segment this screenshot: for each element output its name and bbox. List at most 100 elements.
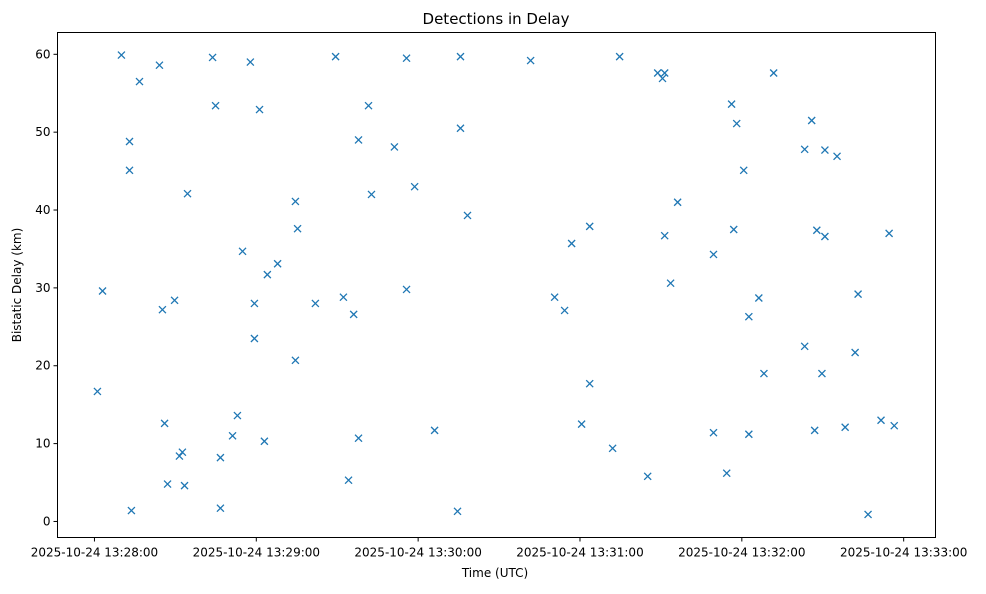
- y-axis: 0 10 20 30 40 50 60: [35, 47, 58, 528]
- data-point: [885, 229, 894, 238]
- y-tick-label: 60: [35, 47, 50, 61]
- data-point: [800, 342, 809, 351]
- data-point: [807, 116, 816, 125]
- data-point: [585, 222, 594, 231]
- data-point: [608, 444, 617, 453]
- data-point: [311, 299, 320, 308]
- data-point: [250, 299, 259, 308]
- data-point: [410, 182, 419, 191]
- data-point: [354, 434, 363, 443]
- data-point: [125, 137, 134, 146]
- data-point: [255, 105, 264, 114]
- data-point: [273, 259, 282, 268]
- data-point: [643, 472, 652, 481]
- data-point: [250, 334, 259, 343]
- data-point: [208, 53, 217, 62]
- data-point: [727, 100, 736, 109]
- data-point: [367, 190, 376, 199]
- data-point: [263, 270, 272, 279]
- x-tick-label: 2025-10-24 13:30:00: [354, 546, 481, 560]
- data-point: [228, 431, 237, 440]
- data-point: [550, 293, 559, 302]
- data-point: [864, 510, 873, 519]
- data-point: [744, 312, 753, 321]
- data-point: [722, 469, 731, 478]
- data-point: [216, 453, 225, 462]
- data-point: [456, 52, 465, 61]
- data-point: [260, 437, 269, 446]
- x-tick-label: 2025-10-24 13:31:00: [516, 546, 643, 560]
- data-point: [402, 285, 411, 294]
- data-point: [709, 428, 718, 437]
- data-point: [183, 189, 192, 198]
- x-axis: 2025-10-24 13:28:00 2025-10-24 13:29:00 20…: [31, 537, 967, 560]
- data-point: [331, 52, 340, 61]
- data-point: [163, 480, 172, 489]
- data-point: [709, 250, 718, 259]
- data-point: [354, 135, 363, 144]
- data-point: [820, 232, 829, 241]
- data-point: [877, 416, 885, 425]
- data-point: [402, 54, 411, 63]
- data-point: [526, 56, 535, 65]
- data-point: [178, 448, 187, 457]
- data-point: [456, 124, 465, 133]
- data-point: [732, 119, 741, 128]
- data-point: [233, 411, 242, 420]
- data-point: [339, 293, 348, 302]
- data-point: [155, 61, 164, 70]
- data-point: [344, 476, 353, 485]
- data-point: [666, 279, 675, 288]
- data-point: [854, 290, 863, 299]
- x-axis-label: Time (UTC): [461, 566, 528, 580]
- data-point: [769, 69, 778, 77]
- data-point: [673, 198, 682, 207]
- data-point: [349, 310, 358, 319]
- data-point: [744, 430, 753, 439]
- y-tick-label: 40: [35, 203, 50, 217]
- data-point: [660, 231, 669, 240]
- data-point: [170, 296, 179, 305]
- data-point: [754, 294, 763, 302]
- data-point: [158, 305, 167, 314]
- data-point: [390, 142, 399, 151]
- data-point: [567, 239, 576, 248]
- data-point: [585, 379, 594, 388]
- data-point: [890, 421, 899, 430]
- data-point: [291, 197, 300, 206]
- plot-frame: [57, 32, 936, 538]
- data-point: [800, 145, 809, 154]
- x-tick-label: 2025-10-24 13:28:00: [31, 546, 158, 560]
- data-point: [293, 224, 302, 233]
- data-point: [453, 507, 462, 516]
- data-point: [851, 348, 860, 357]
- data-point: [117, 51, 126, 60]
- x-tick-label: 2025-10-24 13:32:00: [678, 546, 805, 560]
- y-tick-label: 50: [35, 125, 50, 139]
- data-point: [175, 452, 184, 461]
- data-point: [759, 369, 768, 378]
- data-points: [93, 51, 899, 519]
- data-point: [135, 77, 144, 86]
- data-point: [238, 247, 247, 256]
- data-point: [660, 69, 669, 77]
- data-point: [211, 101, 220, 110]
- data-point: [180, 481, 189, 490]
- y-axis-label: Bistatic Delay (km): [10, 228, 24, 343]
- data-point: [810, 426, 819, 435]
- chart-title: Detections in Delay: [423, 10, 570, 28]
- data-point: [658, 74, 667, 83]
- y-tick-label: 0: [43, 514, 51, 528]
- x-tick-label: 2025-10-24 13:33:00: [840, 546, 967, 560]
- data-point: [817, 369, 826, 378]
- data-point: [560, 306, 569, 315]
- data-point: [125, 166, 134, 175]
- data-point: [729, 225, 738, 234]
- y-tick-label: 20: [35, 359, 50, 373]
- data-point: [98, 287, 107, 295]
- data-point: [364, 101, 373, 110]
- data-point: [246, 58, 255, 67]
- y-tick-label: 10: [35, 437, 50, 451]
- data-point: [430, 426, 439, 435]
